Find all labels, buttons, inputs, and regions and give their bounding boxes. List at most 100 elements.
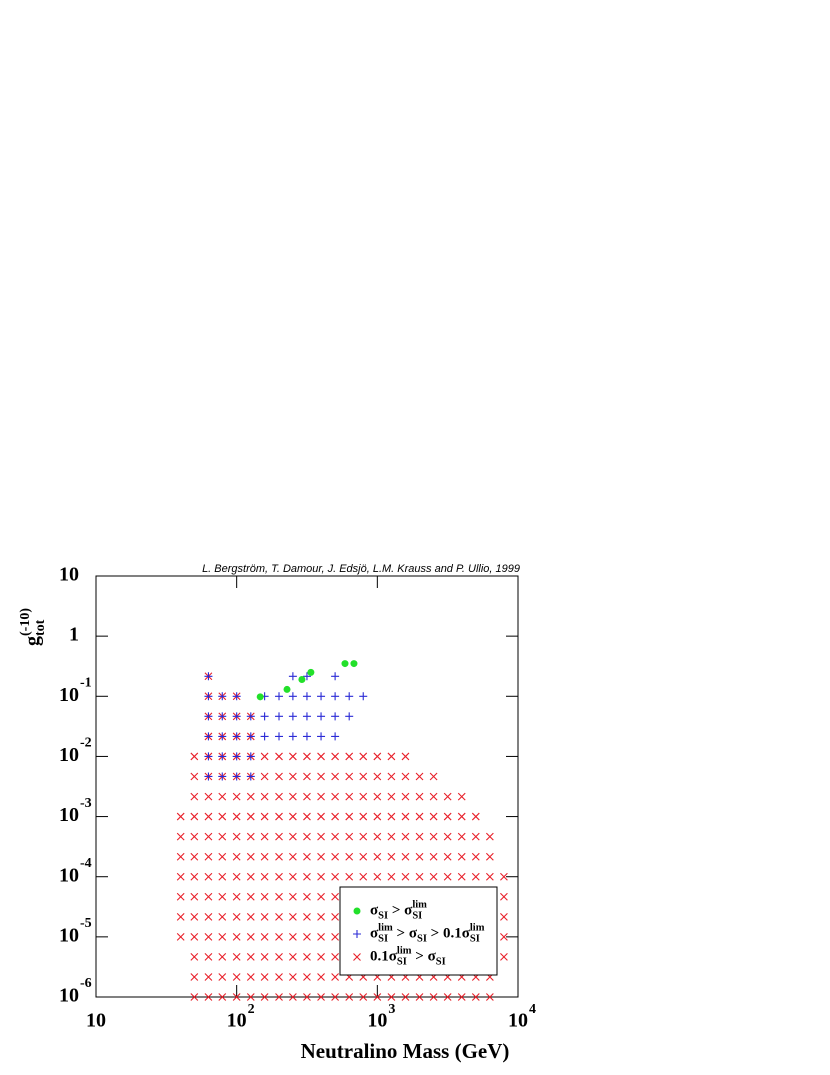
point [443, 852, 452, 861]
point [317, 993, 325, 1001]
point [246, 812, 255, 821]
point [260, 953, 269, 961]
point [500, 932, 508, 941]
point [218, 872, 227, 881]
point [246, 993, 255, 1001]
point [288, 832, 297, 841]
point [307, 668, 315, 676]
point [288, 932, 297, 941]
point [176, 932, 185, 941]
point [345, 852, 354, 861]
y-tick-label: 10 [59, 744, 79, 766]
point [190, 932, 199, 941]
point [288, 752, 297, 761]
point [373, 872, 382, 881]
point [345, 752, 354, 761]
point [218, 812, 227, 821]
point [331, 692, 340, 701]
x-tick-exponent: 3 [388, 1002, 395, 1017]
point [176, 892, 185, 901]
point [288, 672, 297, 681]
point [246, 932, 255, 941]
point [246, 912, 255, 921]
point [190, 772, 199, 781]
point [275, 712, 284, 721]
point [204, 932, 213, 941]
point [275, 852, 283, 861]
point [204, 953, 213, 961]
point [401, 752, 410, 761]
point [232, 692, 241, 701]
point [232, 872, 241, 881]
legend-label: > σ [388, 902, 413, 918]
point [331, 792, 339, 801]
legend-marker [353, 953, 361, 961]
legend-label: SI [412, 911, 422, 922]
point [415, 812, 424, 821]
point [387, 832, 396, 841]
point [331, 852, 339, 861]
legend-label: lim [397, 945, 412, 956]
point [260, 872, 269, 881]
point [331, 752, 339, 761]
point [345, 792, 354, 801]
point [345, 712, 354, 721]
point [260, 732, 269, 741]
point [204, 812, 213, 821]
point [302, 692, 311, 701]
legend-label: SI [397, 957, 407, 968]
point [415, 772, 424, 781]
point [317, 973, 325, 981]
point [218, 993, 227, 1001]
point [317, 832, 325, 841]
point [190, 752, 199, 761]
point [288, 953, 297, 961]
point [331, 993, 339, 1001]
point [232, 852, 241, 861]
point [275, 752, 283, 761]
point [232, 953, 241, 961]
x-tick-label: 10 [367, 1010, 387, 1032]
point [485, 872, 494, 881]
credit: L. Bergström, T. Damour, J. Edsjö, L.M. … [202, 563, 520, 575]
point [401, 812, 410, 821]
point [471, 852, 480, 861]
point [275, 872, 283, 881]
point [331, 932, 339, 941]
point [331, 953, 339, 961]
point [260, 973, 269, 981]
y-tick-label: 1 [69, 624, 79, 646]
point [443, 812, 452, 821]
point [232, 993, 241, 1001]
point [303, 812, 311, 821]
point [415, 872, 424, 881]
point [359, 832, 368, 841]
y-tick-label: 10 [59, 684, 79, 706]
point [317, 732, 326, 741]
point [359, 872, 368, 881]
point [218, 953, 227, 961]
point [275, 692, 284, 701]
point [204, 792, 213, 801]
point [288, 973, 297, 981]
point [303, 872, 311, 881]
point [260, 812, 269, 821]
point [471, 993, 480, 1001]
point [218, 912, 227, 921]
point [317, 812, 325, 821]
point [373, 852, 382, 861]
legend-label: > 0.1σ [427, 925, 471, 941]
point [457, 792, 466, 801]
point [204, 732, 213, 741]
point [345, 832, 354, 841]
point [373, 812, 382, 821]
point [387, 812, 396, 821]
point [218, 792, 227, 801]
point [317, 752, 325, 761]
point [275, 792, 283, 801]
point [401, 772, 410, 781]
point [232, 752, 241, 761]
point [256, 693, 264, 701]
point [317, 852, 325, 861]
